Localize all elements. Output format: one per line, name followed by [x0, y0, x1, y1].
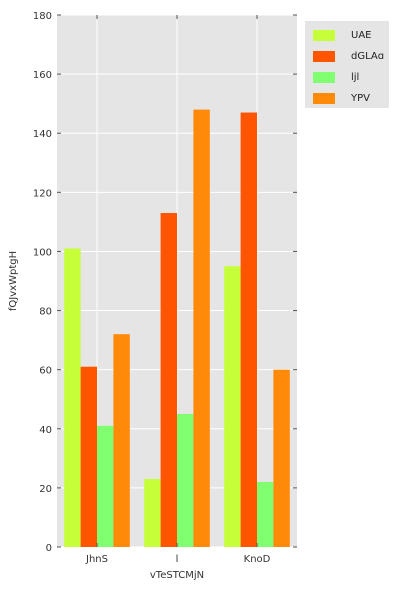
bar-UAE-JhnS — [64, 248, 81, 547]
y-tick-label: 0 — [46, 543, 52, 554]
bar-UAE-l — [144, 479, 161, 547]
legend-label: YPV — [350, 93, 370, 104]
bar-ljl-JhnS — [97, 425, 114, 547]
bar-YPV-l — [193, 109, 210, 548]
y-tick-label: 180 — [33, 11, 52, 22]
y-tick-label: 60 — [39, 366, 52, 377]
y-axis-label: fQJvxWptgH — [8, 251, 19, 311]
bar-YPV-JhnS — [113, 334, 130, 547]
y-tick-label: 40 — [39, 425, 52, 436]
bars — [64, 109, 290, 548]
y-axis-ticks: 0 20 40 60 80 100 120 140 160 180 — [33, 11, 297, 554]
y-tick-label: 120 — [33, 188, 52, 199]
legend-label: dGLAɑ — [351, 51, 384, 62]
x-axis-ticks: JhnS l KnoD — [85, 15, 271, 565]
legend-swatch — [313, 30, 335, 41]
bar-YPV-KnoD — [273, 369, 290, 547]
x-tick-label: l — [176, 554, 179, 565]
y-tick-label: 20 — [39, 484, 52, 495]
y-tick-label: 80 — [39, 307, 52, 318]
legend-label: UAE — [351, 30, 371, 41]
y-tick-label: 100 — [33, 247, 52, 258]
y-tick-label: 160 — [33, 70, 52, 81]
legend-swatch — [313, 72, 335, 83]
bar-dGLAɑ-l — [160, 213, 177, 547]
bar-UAE-KnoD — [224, 266, 241, 547]
x-tick-label: JhnS — [85, 554, 108, 565]
bar-ljl-KnoD — [257, 481, 274, 547]
legend: UAE dGLAɑ ljl YPV — [305, 21, 389, 108]
x-axis-label: vTeSTCMjN — [150, 570, 204, 581]
bar-ljl-l — [177, 414, 194, 547]
bar-dGLAɑ-KnoD — [240, 112, 257, 548]
legend-label: ljl — [351, 72, 359, 83]
legend-swatch — [313, 51, 335, 62]
legend-swatch — [313, 93, 335, 104]
bar-dGLAɑ-JhnS — [80, 366, 97, 547]
x-tick-label: KnoD — [244, 554, 271, 565]
y-tick-label: 140 — [33, 129, 52, 140]
